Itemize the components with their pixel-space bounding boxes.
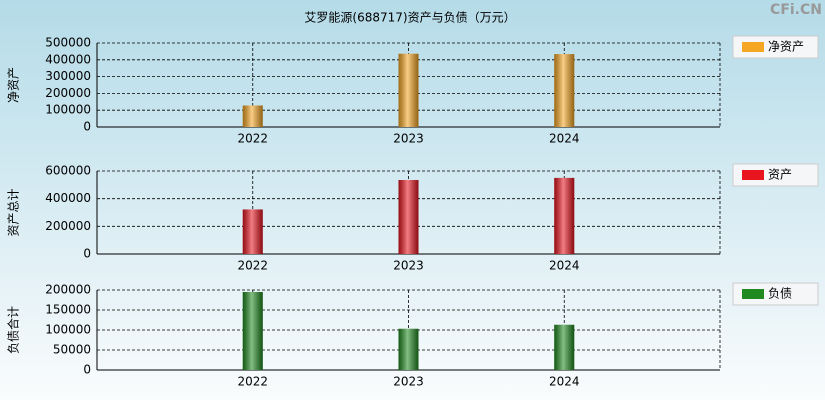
- y-tick-label: 50000: [53, 343, 91, 357]
- y-tick-label: 150000: [45, 303, 91, 317]
- legend-label: 负债: [768, 287, 792, 301]
- bar-shine: [554, 324, 575, 370]
- y-tick-label: 400000: [45, 191, 91, 205]
- bar-shine: [554, 177, 575, 254]
- bar-shine: [398, 53, 419, 127]
- x-tick-label: 2023: [393, 375, 424, 389]
- y-tick-label: 200000: [45, 283, 91, 297]
- bar-shine: [242, 209, 263, 254]
- bar-shine: [242, 105, 263, 127]
- x-tick-label: 2022: [237, 132, 268, 146]
- y-tick-label: 100000: [45, 103, 91, 117]
- y-axis-label: 净资产: [7, 67, 21, 103]
- y-tick-label: 100000: [45, 323, 91, 337]
- y-tick-label: 300000: [45, 69, 91, 83]
- legend-swatch: [742, 42, 764, 52]
- bar-shine: [242, 292, 263, 370]
- x-tick-label: 2022: [237, 375, 268, 389]
- bar-shine: [554, 54, 575, 128]
- x-tick-label: 2024: [549, 259, 580, 273]
- y-tick-label: 200000: [45, 86, 91, 100]
- y-tick-label: 600000: [45, 164, 91, 178]
- chart-title: 艾罗能源(688717)资产与负债（万元）: [304, 11, 515, 25]
- legend-swatch: [742, 170, 764, 180]
- x-tick-label: 2022: [237, 259, 268, 273]
- y-tick-label: 0: [83, 247, 91, 261]
- y-tick-label: 400000: [45, 52, 91, 66]
- y-axis-label: 负债合计: [6, 306, 21, 354]
- legend-label: 净资产: [768, 40, 804, 54]
- y-tick-label: 0: [83, 363, 91, 377]
- x-tick-label: 2023: [393, 132, 424, 146]
- legend-label: 资产: [768, 168, 792, 182]
- x-tick-label: 2024: [549, 132, 580, 146]
- y-tick-label: 500000: [45, 36, 91, 50]
- bar-shine: [398, 179, 419, 254]
- legend-box: [732, 163, 819, 187]
- watermark: CFi.CN: [770, 2, 822, 18]
- bar-shine: [398, 328, 419, 370]
- x-tick-label: 2023: [393, 259, 424, 273]
- legend-box: [732, 282, 819, 306]
- legend-box: [732, 35, 819, 59]
- x-tick-label: 2024: [549, 375, 580, 389]
- y-axis-label: 资产总计: [7, 188, 21, 236]
- y-tick-label: 0: [83, 120, 91, 134]
- legend-swatch: [742, 289, 764, 299]
- y-tick-label: 200000: [45, 219, 91, 233]
